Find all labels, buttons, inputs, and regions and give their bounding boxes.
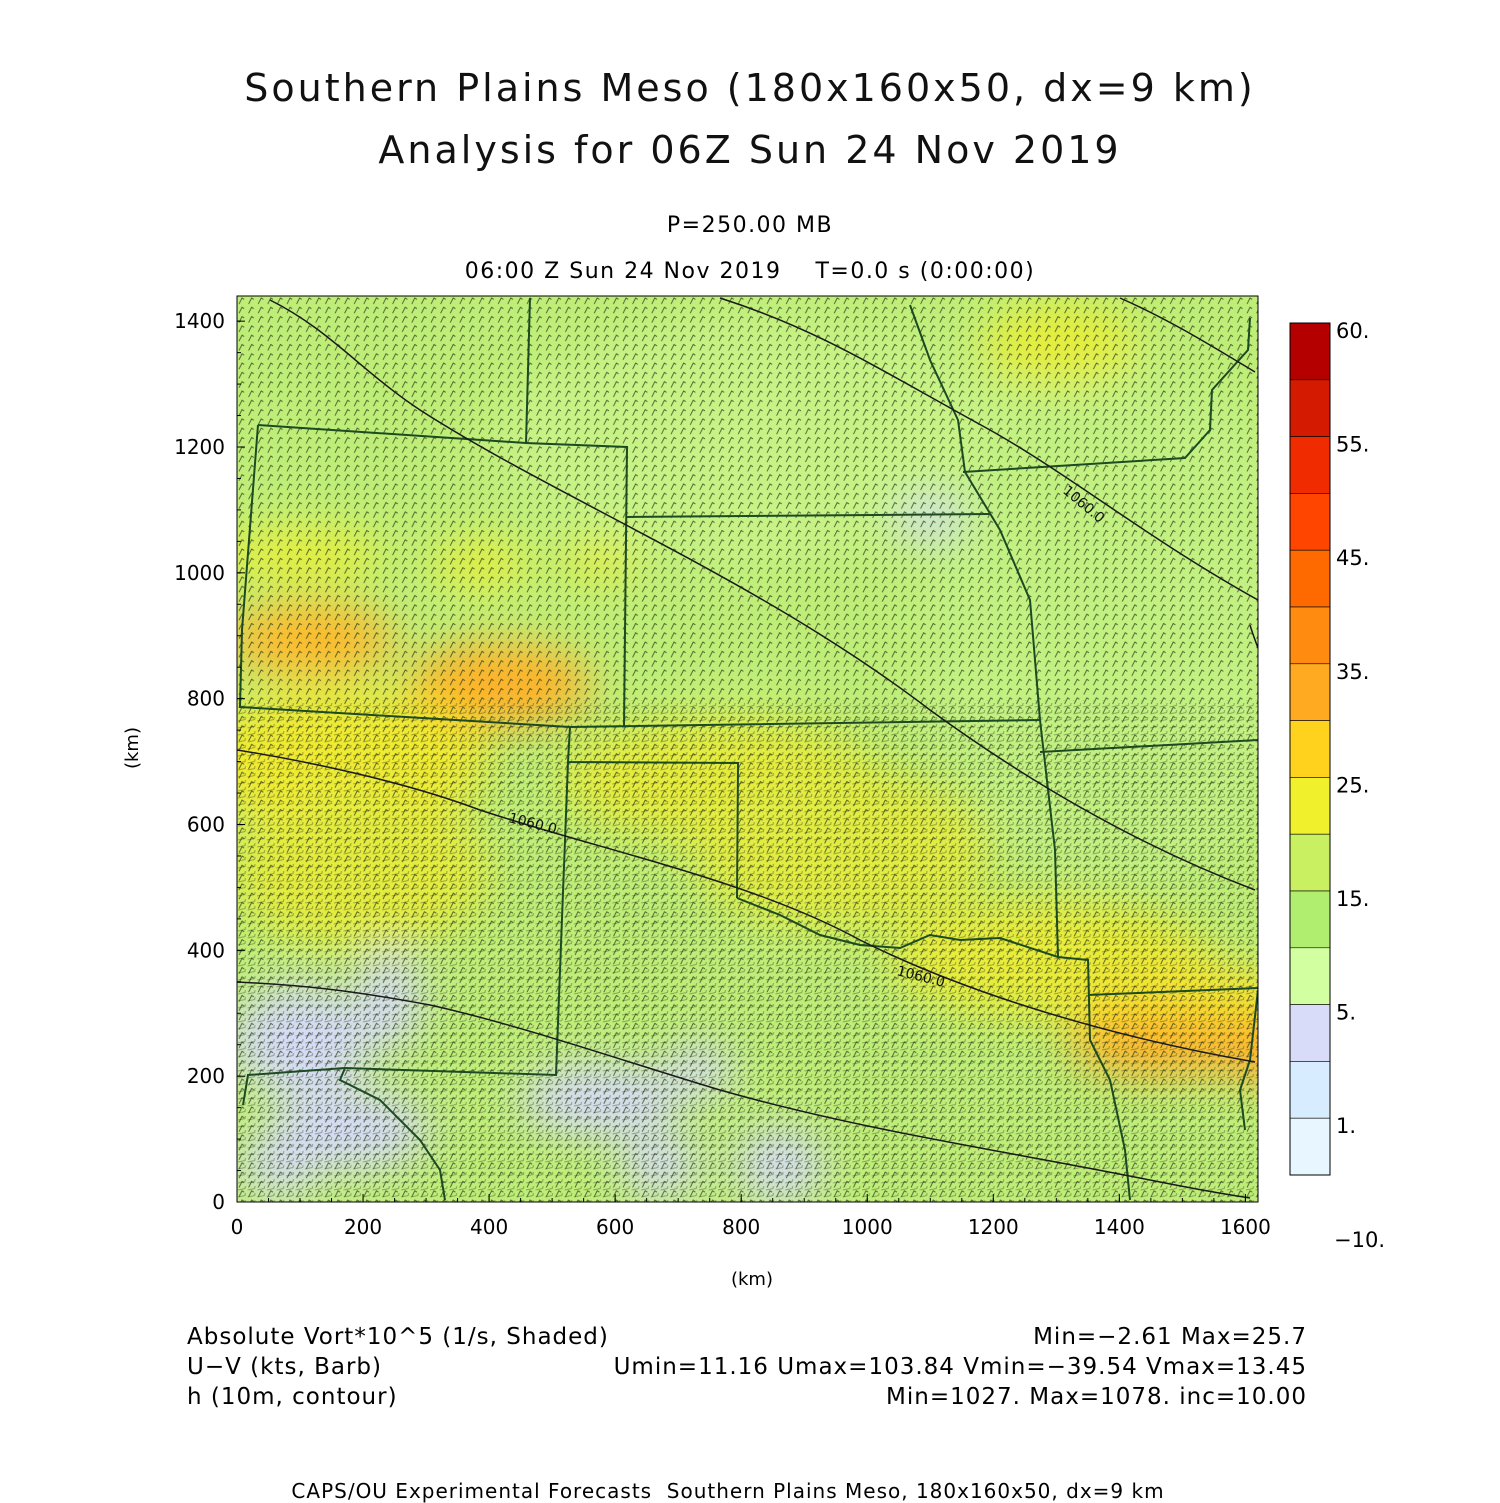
colorbar-bin bbox=[1289, 549, 1331, 608]
x-tick-label: 200 bbox=[344, 1215, 382, 1239]
y-tick-label: 1400 bbox=[174, 309, 225, 333]
field3-name: h (10m, contour) bbox=[187, 1384, 398, 1410]
y-tick-label: 800 bbox=[187, 687, 225, 711]
colorbar-label: 35. bbox=[1336, 660, 1369, 684]
colorbar-bin bbox=[1289, 1004, 1331, 1062]
title-line-1: Southern Plains Meso (180x160x50, dx=9 k… bbox=[244, 66, 1256, 110]
colorbar-bin bbox=[1289, 720, 1331, 778]
y-tick-label: 0 bbox=[212, 1190, 225, 1214]
field2-name: U−V (kts, Barb) bbox=[187, 1354, 382, 1380]
x-tick-label: 1200 bbox=[968, 1215, 1019, 1239]
y-axis: 0 200 400 600 800 1000 1200 1400 bbox=[174, 309, 245, 1214]
x-tick-label: 1000 bbox=[842, 1215, 893, 1239]
x-tick-label: 1400 bbox=[1094, 1215, 1145, 1239]
colorbar-bin bbox=[1289, 947, 1331, 1005]
title-line-2: Analysis for 06Z Sun 24 Nov 2019 bbox=[378, 128, 1122, 172]
colorbar-bin bbox=[1289, 322, 1331, 381]
x-tick-label: 400 bbox=[470, 1215, 508, 1239]
colorbar-bin bbox=[1289, 379, 1331, 437]
height-contours bbox=[237, 297, 1258, 1199]
valid-time: 06:00 Z Sun 24 Nov 2019 T=0.0 s (0:00:00… bbox=[464, 259, 1036, 284]
field1-stats: Min=−2.61 Max=25.7 bbox=[1033, 1324, 1307, 1350]
footer-credit: CAPS/OU Experimental Forecasts Southern … bbox=[291, 1479, 1165, 1503]
colorbar-label: 60. bbox=[1336, 319, 1369, 343]
colorbar-bin bbox=[1289, 1117, 1331, 1176]
colorbar-label: 1. bbox=[1336, 1114, 1356, 1138]
x-axis-label: (km) bbox=[731, 1269, 773, 1290]
colorbar-label: 45. bbox=[1336, 546, 1369, 570]
x-tick-label: 1600 bbox=[1220, 1215, 1271, 1239]
pressure-level: P=250.00 MB bbox=[666, 213, 834, 238]
y-tick-label: 200 bbox=[187, 1064, 225, 1088]
field1-name: Absolute Vort*10^5 (1/s, Shaded) bbox=[187, 1324, 609, 1350]
colorbar-bin bbox=[1289, 436, 1331, 494]
colorbar-label: 55. bbox=[1336, 433, 1369, 457]
y-tick-label: 600 bbox=[187, 813, 225, 837]
colorbar-bin bbox=[1289, 1061, 1331, 1119]
x-tick-label: 600 bbox=[596, 1215, 634, 1239]
vorticity-shading: 1060.0 1060.0 1060.0 bbox=[237, 296, 1258, 1202]
colorbar-bin bbox=[1289, 606, 1331, 665]
colorbar-bin bbox=[1289, 777, 1331, 835]
x-tick-label: 0 bbox=[231, 1215, 244, 1239]
plot-frame bbox=[236, 295, 1259, 1203]
x-tick-label: 800 bbox=[722, 1215, 760, 1239]
colorbar-bin bbox=[1289, 493, 1331, 551]
colorbar-label: 5. bbox=[1336, 1001, 1356, 1025]
y-tick-label: 400 bbox=[187, 938, 225, 962]
colorbar-bin bbox=[1289, 663, 1331, 721]
colorbar-frame bbox=[1289, 322, 1331, 1176]
colorbar-label: 25. bbox=[1336, 773, 1369, 797]
colorbar-labels: 60. 55. 45. 35. 25. 15. 5. 1. −10. bbox=[1334, 319, 1385, 1252]
colorbar-bin bbox=[1289, 890, 1331, 949]
colorbar-bin bbox=[1289, 833, 1331, 892]
y-tick-label: 1000 bbox=[174, 561, 225, 585]
x-axis: 0 200 400 600 800 1000 1200 1400 1600 bbox=[231, 1194, 1271, 1239]
colorbar bbox=[1289, 322, 1331, 1176]
y-tick-label: 1200 bbox=[174, 435, 225, 459]
y-axis-label: (km) bbox=[122, 727, 143, 769]
field2-stats: Umin=11.16 Umax=103.84 Vmin=−39.54 Vmax=… bbox=[613, 1354, 1307, 1380]
field3-stats: Min=1027. Max=1078. inc=10.00 bbox=[886, 1384, 1307, 1410]
colorbar-label: −10. bbox=[1334, 1228, 1385, 1252]
colorbar-label: 15. bbox=[1336, 887, 1369, 911]
state-borders bbox=[238, 297, 1258, 1201]
